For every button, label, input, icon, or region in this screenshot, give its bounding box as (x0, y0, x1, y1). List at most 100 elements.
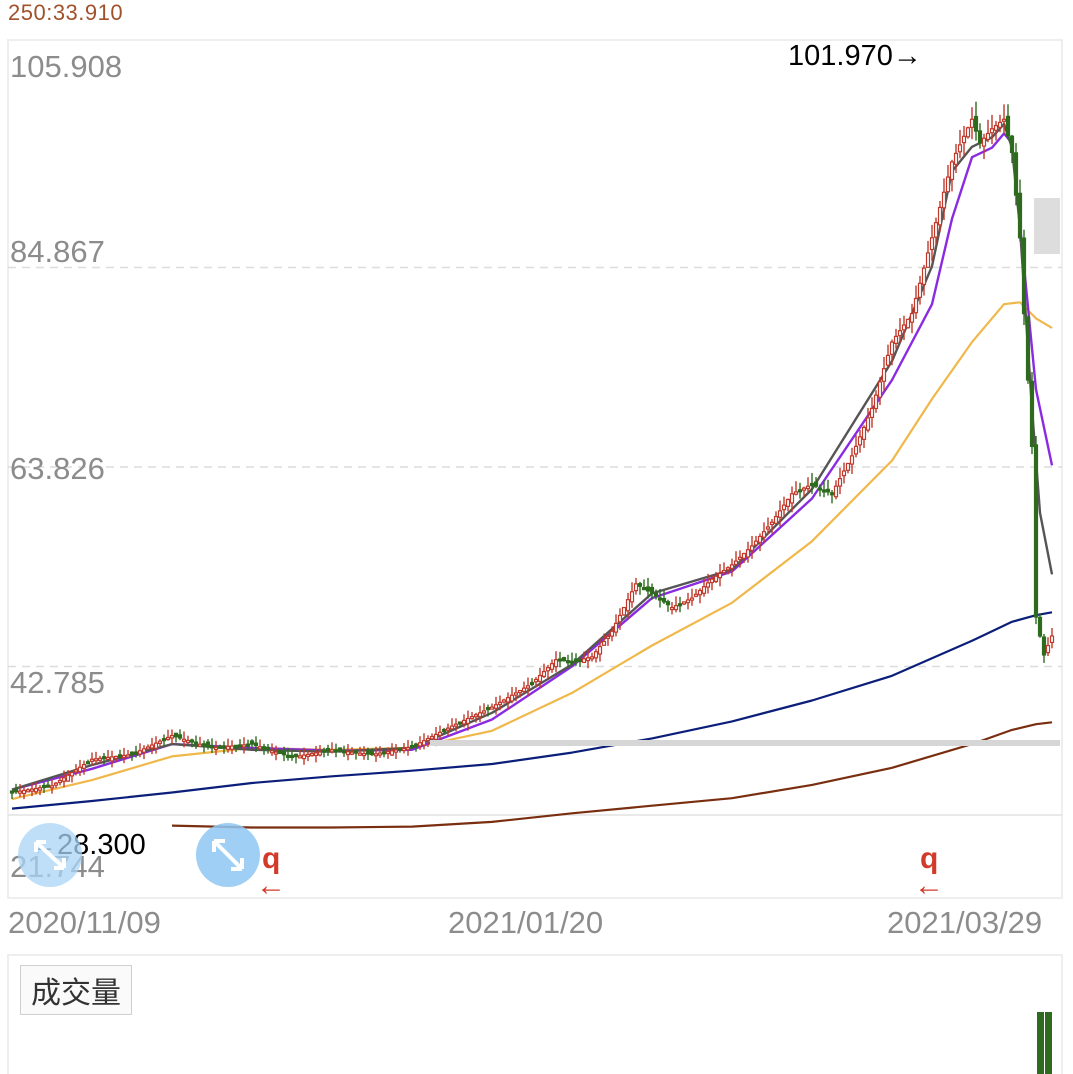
candle-body (777, 510, 783, 518)
range-start-handle[interactable] (18, 823, 82, 887)
candle-body (413, 743, 419, 747)
candle-body (877, 381, 883, 398)
event-marker[interactable]: q ← (256, 842, 286, 902)
candle-body (461, 719, 467, 725)
candle-body (921, 267, 927, 285)
high-price-annotation: 101.970→ (788, 40, 922, 72)
candle-body (205, 741, 211, 748)
candle-body (505, 697, 511, 703)
candle-body (53, 782, 59, 786)
candle-body (101, 756, 107, 760)
candle-body (681, 601, 687, 605)
candle-body (609, 630, 615, 637)
ma-line-orange (11, 301, 1053, 801)
candle-body (1033, 444, 1039, 618)
candle-body (1017, 192, 1023, 239)
candle-body (797, 489, 803, 493)
candle-body (861, 426, 867, 440)
candle-body (157, 740, 163, 744)
candle-body (549, 663, 555, 670)
candle-body (821, 489, 827, 493)
candle-body (577, 658, 583, 663)
candle-body (373, 753, 379, 757)
candle-body (249, 740, 255, 745)
candle-body (781, 504, 787, 511)
candle-body (789, 493, 795, 504)
candle-body (253, 742, 259, 747)
candle-body (989, 128, 995, 134)
candle-body (381, 751, 387, 755)
candle-body (773, 515, 779, 524)
event-marker-letter: q (920, 842, 938, 875)
ma-line-purple (11, 132, 1054, 791)
candle-body (437, 731, 443, 736)
candle-body (77, 766, 83, 773)
candle-body (909, 313, 915, 323)
candle-body (561, 657, 567, 662)
candle-body (793, 491, 799, 495)
price-panel-frame (7, 39, 1063, 899)
highlight-band (1034, 198, 1060, 254)
candle-body (621, 606, 627, 616)
candle-body (261, 746, 267, 750)
candle-body (937, 206, 943, 226)
candle-body (1005, 115, 1011, 137)
candle-body (545, 667, 551, 672)
candle-body (137, 750, 143, 755)
candle-body (881, 368, 887, 382)
reference-band (430, 740, 1060, 746)
candle-body (869, 407, 875, 418)
candle-body (81, 763, 87, 769)
candle-body (857, 436, 863, 446)
candle-body (217, 745, 223, 749)
candle-body (153, 742, 159, 749)
volume-bar (1045, 1012, 1052, 1074)
candle-body (225, 745, 231, 750)
candle-body (33, 787, 39, 793)
range-end-handle[interactable] (196, 823, 260, 887)
candle-body (901, 324, 907, 331)
candle-body (181, 738, 187, 742)
double-arrow-icon (34, 840, 66, 870)
candle-body (57, 779, 63, 784)
candle-body (645, 586, 651, 592)
candle-body (657, 597, 663, 601)
candle-body (981, 137, 987, 147)
candle-body (1045, 644, 1051, 654)
candle-body (745, 549, 751, 558)
candle-body (25, 789, 31, 793)
candle-body (917, 282, 923, 298)
candle-body (729, 564, 735, 570)
candle-body (113, 755, 119, 760)
candle-body (337, 747, 343, 752)
candle-body (673, 605, 679, 611)
candle-body (389, 750, 395, 756)
volume-label[interactable]: 成交量 (20, 965, 132, 1015)
candle-body (69, 771, 75, 777)
candle-body (597, 646, 603, 655)
candle-body (401, 747, 407, 752)
candle-body (365, 750, 371, 755)
candle-body (529, 681, 535, 686)
candle-body (165, 736, 171, 741)
candle-body (933, 222, 939, 238)
candle-body (329, 749, 335, 753)
candle-body (21, 789, 27, 795)
candle-body (269, 750, 275, 754)
candle-body (553, 659, 559, 668)
candle-body (581, 658, 587, 664)
candle-body (757, 535, 763, 544)
y-tick-label: 42.785 (10, 665, 105, 700)
y-tick-label: 105.908 (10, 49, 122, 84)
candle-body (13, 788, 19, 793)
candle-body (733, 560, 739, 566)
candle-body (761, 531, 767, 538)
candle-body (201, 743, 207, 747)
candle-body (497, 701, 503, 706)
candle-body (281, 750, 287, 756)
candle-body (289, 754, 295, 759)
candle-body (449, 725, 455, 730)
candle-body (185, 739, 191, 744)
event-marker[interactable]: q ← (914, 842, 944, 902)
candle-body (49, 785, 55, 789)
